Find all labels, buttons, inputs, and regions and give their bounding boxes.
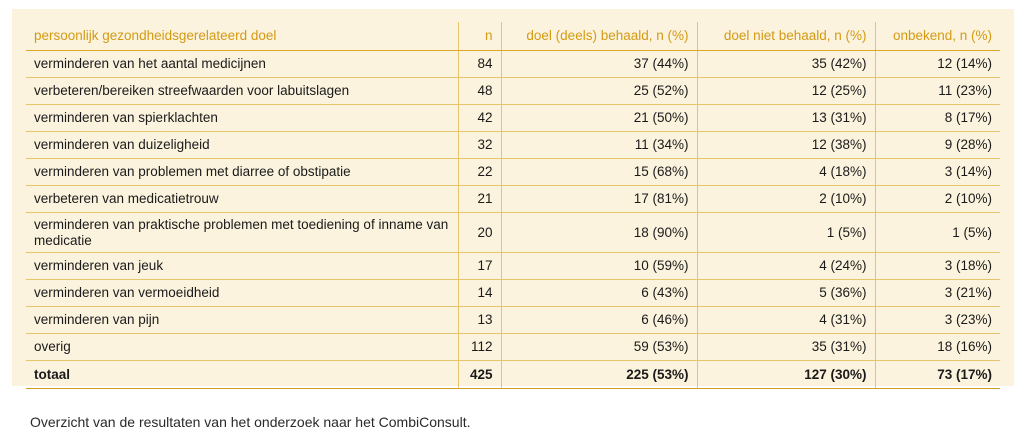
goal-cell: verbeteren van medicatietrouw <box>26 185 458 213</box>
achieved-cell: 18 (90%) <box>500 212 697 253</box>
unknown-cell: 18 (16%) <box>874 333 1000 361</box>
goal-cell: verminderen van duizeligheid <box>26 131 458 159</box>
table-row: verbeteren/bereiken streefwaarden voor l… <box>26 77 1000 105</box>
achieved-cell: 6 (43%) <box>500 279 697 307</box>
goal-cell: verminderen van spierklachten <box>26 104 458 132</box>
not-achieved-cell: 4 (31%) <box>696 306 875 334</box>
goal-cell: verminderen van het aantal medicijnen <box>26 50 458 78</box>
unknown-cell: 3 (18%) <box>874 252 1000 280</box>
n-cell: 32 <box>457 131 501 159</box>
table-row: verminderen van duizeligheid 32 11 (34%)… <box>26 131 1000 159</box>
table-row: verminderen van problemen met diarree of… <box>26 158 1000 186</box>
achieved-cell: 25 (52%) <box>500 77 697 105</box>
n-cell: 84 <box>457 50 501 78</box>
goal-cell: verminderen van jeuk <box>26 252 458 280</box>
not-achieved-cell: 2 (10%) <box>696 185 875 213</box>
goal-cell: verminderen van problemen met diarree of… <box>26 158 458 186</box>
total-not-achieved: 127 (30%) <box>696 360 875 389</box>
not-achieved-cell: 4 (24%) <box>696 252 875 280</box>
table-row: verminderen van vermoeidheid 14 6 (43%) … <box>26 279 1000 307</box>
column-header-goal: persoonlijk gezondheidsgerelateerd doel <box>26 22 458 51</box>
not-achieved-cell: 1 (5%) <box>696 212 875 253</box>
table-row: verbeteren van medicatietrouw 21 17 (81%… <box>26 185 1000 213</box>
goal-cell: verminderen van vermoeidheid <box>26 279 458 307</box>
header-row: persoonlijk gezondheidsgerelateerd doel … <box>26 22 1000 51</box>
column-header-achieved: doel (deels) behaald, n (%) <box>500 22 697 51</box>
unknown-cell: 3 (21%) <box>874 279 1000 307</box>
goal-cell: verminderen van pijn <box>26 306 458 334</box>
not-achieved-cell: 12 (25%) <box>696 77 875 105</box>
table-caption: Overzicht van de resultaten van het onde… <box>30 414 471 430</box>
achieved-cell: 10 (59%) <box>500 252 697 280</box>
achieved-cell: 59 (53%) <box>500 333 697 361</box>
unknown-cell: 11 (23%) <box>874 77 1000 105</box>
column-header-n: n <box>457 22 501 51</box>
unknown-cell: 2 (10%) <box>874 185 1000 213</box>
goal-cell: verbeteren/bereiken streefwaarden voor l… <box>26 77 458 105</box>
total-n: 425 <box>457 360 501 389</box>
n-cell: 21 <box>457 185 501 213</box>
achieved-cell: 17 (81%) <box>500 185 697 213</box>
not-achieved-cell: 35 (31%) <box>696 333 875 361</box>
n-cell: 14 <box>457 279 501 307</box>
table-row: verminderen van het aantal medicijnen 84… <box>26 50 1000 78</box>
table-panel: persoonlijk gezondheidsgerelateerd doel … <box>12 9 1014 389</box>
n-cell: 22 <box>457 158 501 186</box>
column-header-not-achieved: doel niet behaald, n (%) <box>696 22 875 51</box>
achieved-cell: 11 (34%) <box>500 131 697 159</box>
total-label: totaal <box>26 360 458 389</box>
not-achieved-cell: 35 (42%) <box>696 50 875 78</box>
n-cell: 48 <box>457 77 501 105</box>
total-row: totaal 425 225 (53%) 127 (30%) 73 (17%) <box>26 360 1000 389</box>
unknown-cell: 1 (5%) <box>874 212 1000 253</box>
total-achieved: 225 (53%) <box>500 360 697 389</box>
goal-cell: overig <box>26 333 458 361</box>
unknown-cell: 3 (23%) <box>874 306 1000 334</box>
results-table: persoonlijk gezondheidsgerelateerd doel … <box>26 22 1000 389</box>
n-cell: 20 <box>457 212 501 253</box>
not-achieved-cell: 5 (36%) <box>696 279 875 307</box>
achieved-cell: 37 (44%) <box>500 50 697 78</box>
not-achieved-cell: 4 (18%) <box>696 158 875 186</box>
unknown-cell: 12 (14%) <box>874 50 1000 78</box>
table-row: overig 112 59 (53%) 35 (31%) 18 (16%) <box>26 333 1000 361</box>
goal-cell: verminderen van praktische problemen met… <box>26 212 458 253</box>
unknown-cell: 8 (17%) <box>874 104 1000 132</box>
n-cell: 13 <box>457 306 501 334</box>
achieved-cell: 21 (50%) <box>500 104 697 132</box>
achieved-cell: 15 (68%) <box>500 158 697 186</box>
not-achieved-cell: 12 (38%) <box>696 131 875 159</box>
column-header-unknown: onbekend, n (%) <box>874 22 1000 51</box>
achieved-cell: 6 (46%) <box>500 306 697 334</box>
table-row: verminderen van praktische problemen met… <box>26 212 1000 253</box>
total-unknown: 73 (17%) <box>874 360 1000 389</box>
n-cell: 112 <box>457 333 501 361</box>
table-row: verminderen van pijn 13 6 (46%) 4 (31%) … <box>26 306 1000 334</box>
table-row: verminderen van spierklachten 42 21 (50%… <box>26 104 1000 132</box>
n-cell: 17 <box>457 252 501 280</box>
not-achieved-cell: 13 (31%) <box>696 104 875 132</box>
unknown-cell: 9 (28%) <box>874 131 1000 159</box>
table-row: verminderen van jeuk 17 10 (59%) 4 (24%)… <box>26 252 1000 280</box>
n-cell: 42 <box>457 104 501 132</box>
unknown-cell: 3 (14%) <box>874 158 1000 186</box>
